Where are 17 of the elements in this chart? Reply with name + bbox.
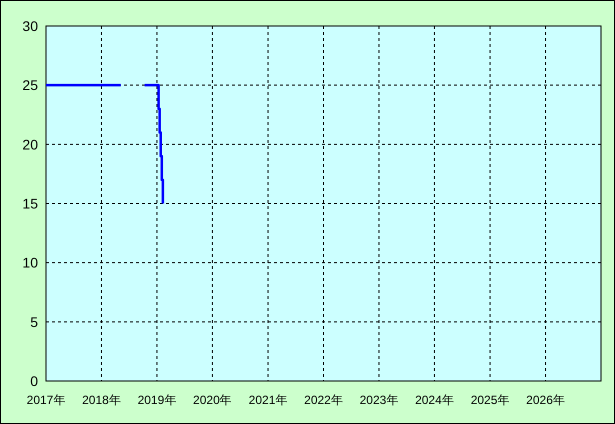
- y-tick-label: 5: [30, 314, 38, 330]
- y-tick-label: 0: [30, 373, 38, 389]
- x-tick-label: 2022年: [304, 393, 343, 407]
- y-tick-label: 10: [22, 254, 38, 271]
- x-tick-label: 2026年: [526, 393, 565, 407]
- y-tick-label: 20: [22, 136, 38, 152]
- x-tick-label: 2023年: [360, 393, 398, 407]
- y-tick-label: 15: [22, 196, 38, 212]
- x-tick-label: 2025年: [470, 393, 510, 407]
- x-tick-label: 2021年: [248, 393, 288, 407]
- x-tick-label: 2020年: [193, 393, 232, 407]
- x-tick-label: 2017年: [26, 393, 66, 407]
- x-tick-label: 2019年: [138, 393, 176, 407]
- y-tick-label: 30: [22, 18, 38, 34]
- y-tick-label: 25: [22, 77, 38, 94]
- x-tick-label: 2024年: [415, 393, 454, 407]
- x-tick-label: 2018年: [82, 393, 121, 407]
